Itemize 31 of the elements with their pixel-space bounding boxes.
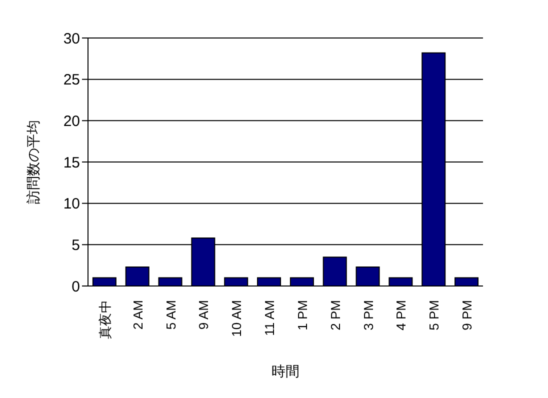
bar: [388, 277, 413, 286]
y-tick-label: 0: [72, 278, 80, 296]
x-tick-label: 真夜中: [97, 300, 112, 339]
bar: [125, 266, 150, 286]
y-tick-label: 10: [63, 196, 80, 213]
x-tick-label: 2 AM: [130, 300, 146, 330]
x-tick-label: 1 PM: [294, 300, 310, 330]
x-tick-label: 5 AM: [163, 300, 178, 330]
bar: [257, 277, 282, 286]
x-tick-label: 4 PM: [394, 300, 409, 330]
x-tick-label: 9 AM: [196, 300, 212, 330]
y-tick-label: 25: [63, 72, 80, 89]
x-tick-label: 9 PM: [460, 300, 475, 330]
bar: [158, 277, 182, 286]
y-tick-label: 5: [72, 236, 80, 254]
y-tick-label: 15: [63, 154, 80, 172]
x-axis-title: 時間: [272, 363, 300, 379]
bar: [92, 277, 116, 286]
x-tick-label: 11 AM: [262, 300, 278, 336]
y-tick-label: 20: [63, 112, 80, 130]
bar: [454, 277, 479, 286]
x-tick-label: 10 AM: [229, 300, 244, 337]
x-tick-label: 2 PM: [328, 300, 343, 330]
bar: [224, 277, 248, 286]
y-axis-title: 訪問数の平均: [24, 120, 41, 204]
x-tick-label: 3 PM: [360, 300, 376, 330]
x-tick-label: 5 PM: [426, 300, 442, 330]
bar: [356, 266, 380, 286]
bar: [290, 277, 314, 286]
y-tick-label: 30: [63, 30, 80, 48]
bar: [322, 256, 347, 286]
